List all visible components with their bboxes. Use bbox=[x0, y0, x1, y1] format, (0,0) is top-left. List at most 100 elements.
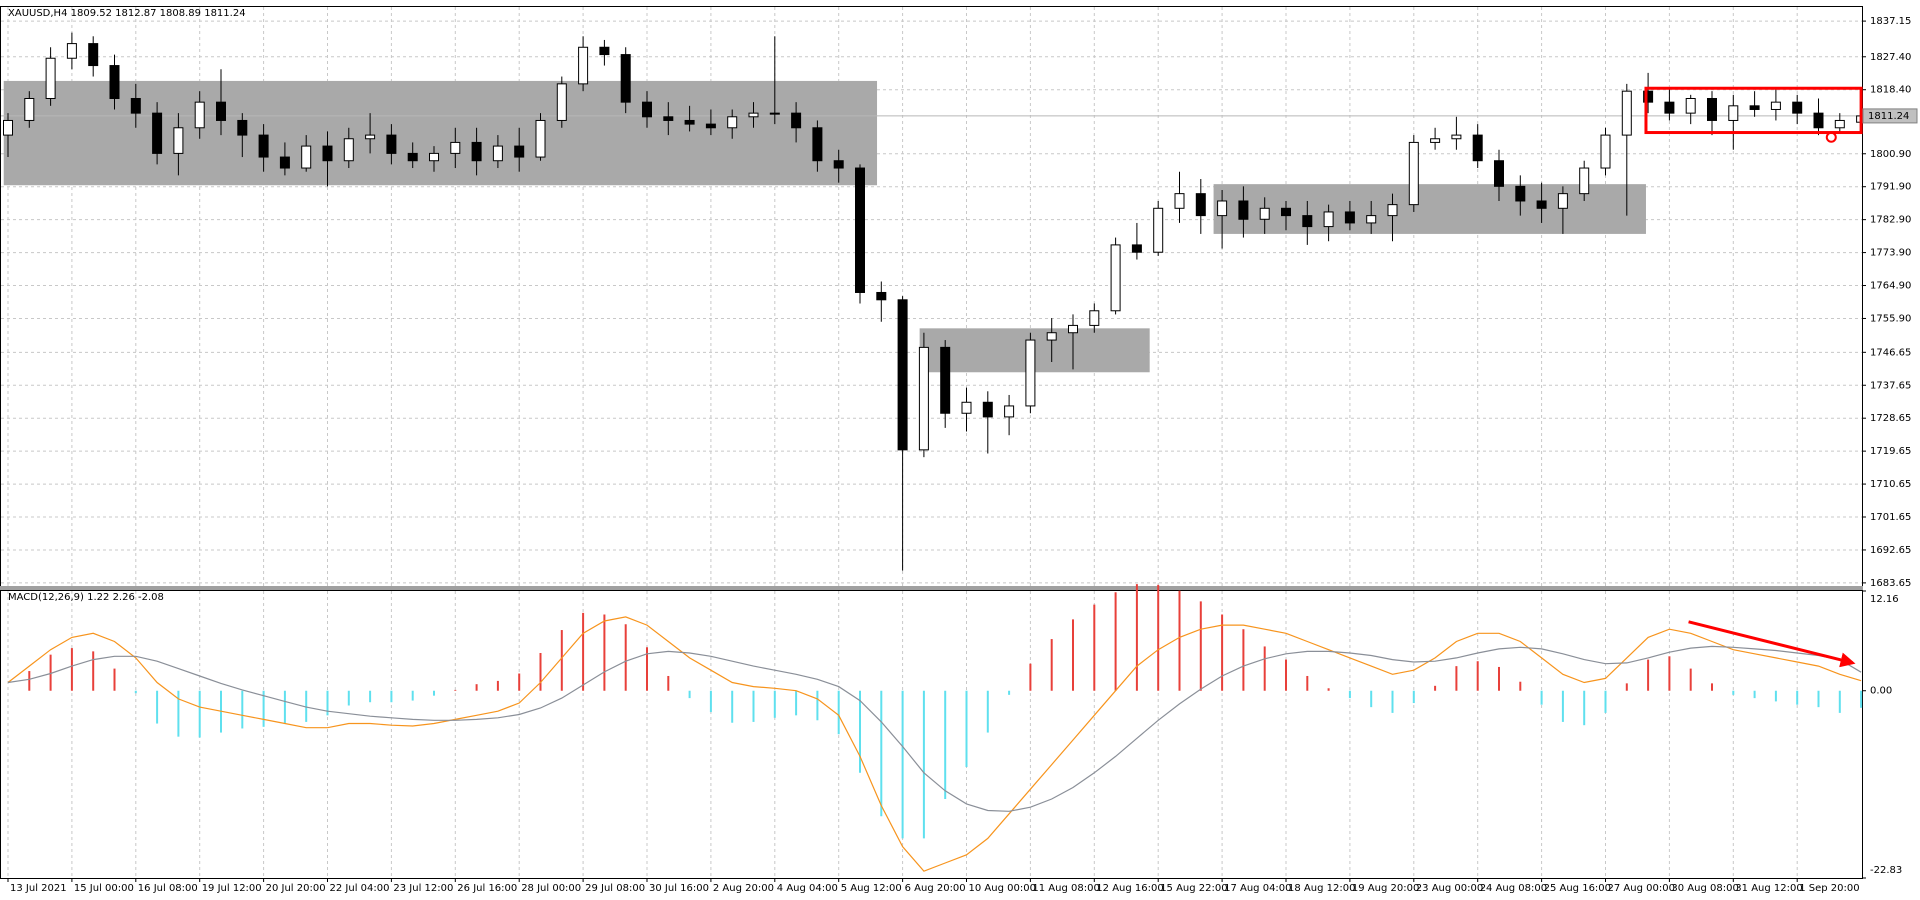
candle-body bbox=[940, 346, 951, 414]
candle-body bbox=[1302, 215, 1313, 228]
candle-body bbox=[1068, 324, 1078, 334]
macd-pane-frame bbox=[0, 590, 1863, 879]
y-tick-label: -22.83 bbox=[1870, 865, 1902, 876]
candle-body bbox=[407, 152, 418, 162]
x-tick-label: 26 Jul 16:00 bbox=[457, 883, 517, 894]
candle-body bbox=[173, 127, 184, 154]
marker bbox=[1825, 131, 1837, 143]
y-tick-label: 1764.90 bbox=[1870, 281, 1911, 292]
candle-body bbox=[727, 116, 738, 129]
candle-body bbox=[322, 145, 333, 162]
candle-body bbox=[343, 138, 354, 162]
x-tick-label: 23 Jul 12:00 bbox=[393, 883, 453, 894]
candle-body bbox=[1408, 141, 1419, 206]
candle-body bbox=[1685, 97, 1696, 114]
x-tick-label: 24 Aug 08:00 bbox=[1480, 883, 1547, 894]
candle-body bbox=[279, 156, 290, 169]
candle-body bbox=[365, 134, 376, 140]
x-tick-label: 18 Aug 12:00 bbox=[1288, 883, 1355, 894]
indicator-title: MACD(12,26,9) 1.22 2.26 -2.08 bbox=[8, 592, 164, 603]
current-price-label: 1811.24 bbox=[1868, 111, 1909, 122]
y-tick-label: 0.00 bbox=[1870, 686, 1892, 697]
x-tick-label: 12 Aug 16:00 bbox=[1096, 883, 1163, 894]
highlight-box bbox=[1644, 86, 1863, 135]
candle-body bbox=[24, 97, 35, 121]
candle-body bbox=[152, 112, 163, 154]
x-tick-label: 22 Jul 04:00 bbox=[330, 883, 390, 894]
candle-body bbox=[1004, 405, 1015, 418]
candle-body bbox=[642, 101, 652, 118]
x-tick-label: 29 Jul 08:00 bbox=[585, 883, 645, 894]
y-tick-label: 1710.65 bbox=[1870, 479, 1911, 490]
candle-body bbox=[450, 141, 461, 154]
candle-body bbox=[1089, 310, 1100, 326]
zone bbox=[3, 80, 878, 186]
candle-body bbox=[1728, 105, 1739, 121]
candle-body bbox=[1217, 200, 1228, 217]
candle-body bbox=[514, 145, 525, 158]
y-tick-label: 1755.90 bbox=[1870, 313, 1911, 324]
candle-body bbox=[216, 101, 226, 121]
x-tick-label: 2 Aug 20:00 bbox=[713, 883, 774, 894]
y-tick-label: 1827.40 bbox=[1870, 52, 1911, 63]
candle-body bbox=[1600, 134, 1611, 169]
candle-body bbox=[812, 127, 823, 162]
y-tick-label: 1719.65 bbox=[1870, 446, 1911, 457]
y-tick-label: 1791.90 bbox=[1870, 182, 1911, 193]
candle-body bbox=[429, 152, 439, 162]
candle-body bbox=[620, 54, 631, 103]
candle-body bbox=[1515, 185, 1526, 202]
chart-title: XAUUSD,H4 1809.52 1812.87 1808.89 1811.2… bbox=[8, 8, 246, 19]
candle-body bbox=[258, 134, 269, 158]
candle-body bbox=[1174, 193, 1185, 209]
candle-body bbox=[1557, 193, 1568, 209]
x-tick-label: 13 Jul 2021 bbox=[10, 883, 67, 894]
x-tick-label: 1 Sep 20:00 bbox=[1799, 883, 1859, 894]
candle-body bbox=[1025, 339, 1036, 407]
candle-body bbox=[301, 145, 312, 169]
candle-body bbox=[833, 160, 844, 169]
y-tick-label: 1728.65 bbox=[1870, 413, 1911, 424]
x-tick-label: 10 Aug 00:00 bbox=[969, 883, 1036, 894]
x-tick-label: 5 Aug 12:00 bbox=[841, 883, 902, 894]
candle-body bbox=[492, 145, 503, 162]
candle-body bbox=[961, 401, 972, 414]
candle-body bbox=[1472, 134, 1483, 162]
x-tick-label: 31 Aug 12:00 bbox=[1735, 883, 1802, 894]
candle-body bbox=[1707, 97, 1717, 121]
candle-body bbox=[918, 346, 929, 451]
candle-body bbox=[855, 167, 865, 293]
plot-layer: 13 Jul 2021 15 Jul 00:00 16 Jul 08:00 19 Ju… bbox=[1, 7, 1918, 894]
candle-body bbox=[194, 101, 205, 129]
candle-body bbox=[1834, 119, 1845, 129]
candle-body bbox=[237, 119, 248, 136]
candle-body bbox=[1323, 211, 1334, 228]
candle-body bbox=[897, 299, 908, 451]
candle-body bbox=[1195, 193, 1206, 217]
x-tick-label: 19 Jul 12:00 bbox=[202, 883, 262, 894]
indicator-line bbox=[7, 616, 1862, 872]
candle-body bbox=[1281, 207, 1291, 217]
candle-body bbox=[769, 112, 780, 115]
candle-body bbox=[556, 83, 567, 121]
candle-body bbox=[1131, 244, 1142, 253]
x-tick-label: 30 Jul 16:00 bbox=[649, 883, 709, 894]
x-tick-label: 15 Aug 22:00 bbox=[1160, 883, 1227, 894]
candle-body bbox=[1259, 207, 1270, 220]
candle-body bbox=[599, 46, 610, 56]
candle-body bbox=[1664, 101, 1675, 114]
candle-body bbox=[748, 112, 759, 118]
y-tick-label: 1737.65 bbox=[1870, 380, 1911, 391]
y-tick-label: 1746.65 bbox=[1870, 347, 1911, 358]
y-tick-label: 1782.90 bbox=[1870, 215, 1911, 226]
candle-body bbox=[1153, 207, 1164, 253]
y-tick-label: 12.16 bbox=[1870, 594, 1899, 605]
candle-body bbox=[684, 119, 695, 125]
candle-body bbox=[1792, 101, 1803, 114]
candle-body bbox=[535, 119, 546, 158]
candle-body bbox=[1579, 167, 1590, 195]
y-tick-label: 1701.65 bbox=[1870, 512, 1911, 523]
x-tick-label: 17 Aug 04:00 bbox=[1224, 883, 1291, 894]
